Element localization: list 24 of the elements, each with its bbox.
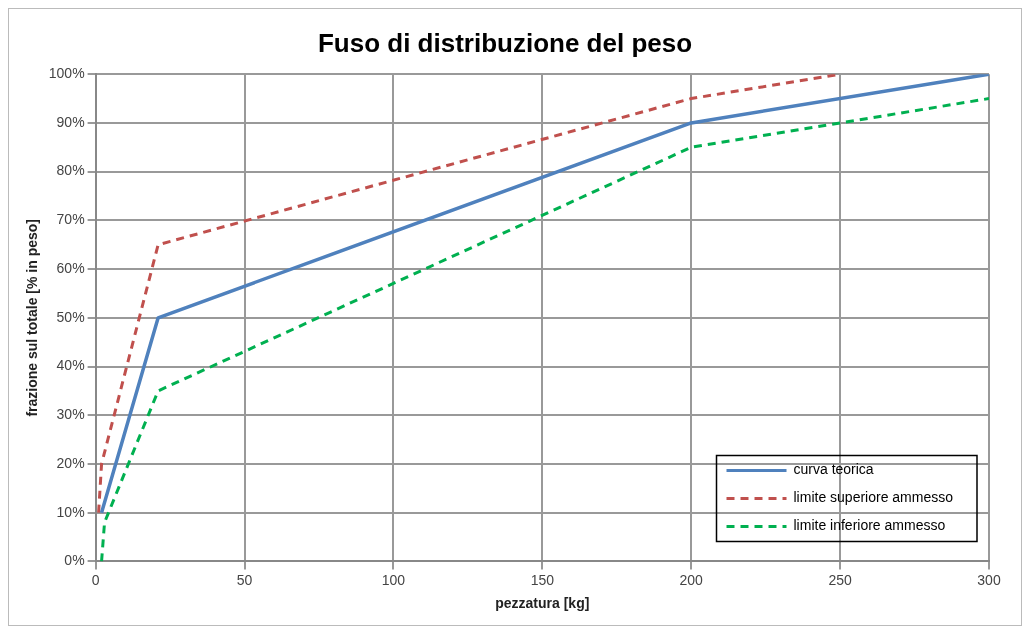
y-tick-label: 10% — [56, 503, 85, 520]
x-tick-label: 300 — [977, 571, 1001, 588]
y-tick-label: 30% — [56, 406, 85, 423]
x-tick-label: 100 — [381, 571, 406, 588]
chart-title: Fuso di distribuzione del peso — [317, 27, 693, 58]
y-tick-label: 20% — [56, 454, 85, 471]
y-tick-label: 0% — [64, 552, 85, 569]
x-tick-label: 50 — [236, 571, 253, 588]
legend-label: limite inferiore ammesso — [793, 517, 946, 534]
x-tick-label: 200 — [679, 571, 704, 588]
x-tick-label: 250 — [828, 571, 852, 588]
y-tick-label: 60% — [56, 259, 85, 276]
x-tick-label: 0 — [91, 571, 100, 588]
y-tick-label: 90% — [56, 113, 85, 130]
y-axis-title: frazione sul totale [% in peso] — [24, 219, 41, 417]
y-tick-label: 40% — [56, 357, 85, 374]
y-tick-label: 50% — [56, 308, 85, 325]
x-axis-title: pezzatura [kg] — [495, 595, 590, 612]
x-tick-label: 150 — [530, 571, 555, 588]
y-tick-label: 100% — [48, 65, 85, 82]
y-tick-label: 80% — [56, 162, 85, 179]
legend-label: curva teorica — [793, 461, 874, 478]
y-tick-label: 70% — [56, 211, 85, 228]
legend-label: limite superiore ammesso — [793, 489, 954, 506]
